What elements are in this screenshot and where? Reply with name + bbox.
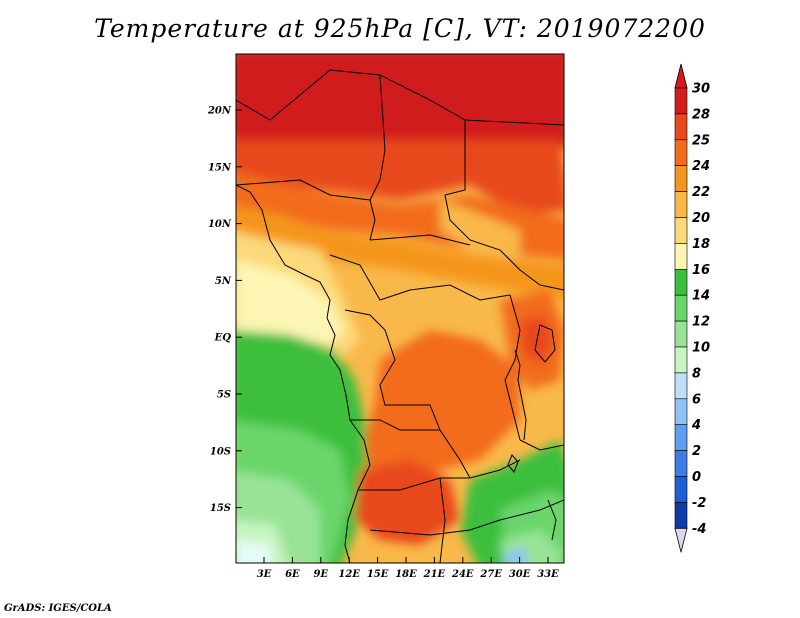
lon-label: 30E — [509, 569, 531, 580]
lon-label: 33E — [537, 569, 559, 580]
colorbar-segment — [674, 165, 688, 192]
lon-label: 3E — [257, 569, 272, 580]
colorbar-label: 20 — [692, 211, 710, 226]
colorbar-label: 22 — [692, 185, 710, 200]
colorbar-label: 24 — [692, 159, 710, 174]
colorbar-segment — [674, 320, 688, 348]
colorbar-segment — [674, 113, 688, 141]
colorbar-label: -4 — [692, 522, 706, 537]
lon-label: 21E — [423, 569, 446, 580]
colorbar-segment — [674, 502, 688, 529]
colorbar-segment — [674, 294, 688, 322]
lon-label: 9E — [314, 569, 329, 580]
lon-label: 12E — [338, 569, 360, 580]
lat-label: 10N — [208, 219, 232, 230]
lat-label: 15S — [210, 503, 231, 514]
colorbar-label: 14 — [692, 289, 710, 304]
lat-label: 20N — [207, 106, 232, 117]
colorbar-label: 28 — [692, 107, 710, 122]
colorbar-label: 18 — [692, 237, 710, 252]
lat-label: 5N — [215, 276, 232, 287]
colorbar-label: 4 — [691, 418, 701, 433]
lon-label: 24E — [451, 569, 474, 580]
colorbar-label: 16 — [692, 263, 710, 278]
colorbar-label: 2 — [692, 444, 701, 459]
lat-label: 5S — [217, 390, 231, 401]
colorbar-segment — [674, 268, 688, 296]
lon-label: 27E — [479, 569, 502, 580]
lon-label: 15E — [367, 569, 389, 580]
colorbar-segment — [674, 450, 688, 477]
colorbar-label: -2 — [692, 496, 706, 511]
colorbar-top-arrow — [674, 63, 688, 89]
colorbar-segment — [674, 191, 688, 218]
latitude-axis: 20N 15N 10N 5N EQ 5S 10S 15S — [207, 106, 242, 514]
colorbar-label: 8 — [692, 366, 701, 381]
map-frame — [235, 53, 565, 564]
colorbar-segment — [674, 346, 688, 374]
colorbar-segment — [674, 398, 688, 425]
colorbar-label: 25 — [692, 133, 710, 148]
colorbar-label: 6 — [692, 392, 701, 407]
colorbar-segment — [674, 372, 688, 400]
colorbar-segment — [674, 424, 688, 451]
lat-label: 15N — [208, 162, 232, 173]
colorbar-segment — [674, 139, 688, 167]
colorbar-bottom-arrow — [674, 527, 688, 553]
grads-credit: GrADS: IGES/COLA — [4, 603, 112, 614]
temperature-field — [236, 54, 564, 563]
lon-label: 6E — [285, 569, 300, 580]
map-title: Temperature at 925hPa [C], VT: 201907220… — [94, 14, 706, 43]
colorbar-segment — [674, 217, 688, 244]
colorbar-label: 12 — [692, 315, 710, 330]
country-borders — [236, 69, 564, 563]
lat-label: EQ — [214, 333, 232, 344]
longitude-axis: 3E 6E 9E 12E 15E 18E 21E 24E 27E 30E 33E — [257, 557, 559, 580]
colorbar-label: 0 — [692, 470, 701, 485]
lat-label: 10S — [210, 446, 231, 457]
colorbar-segment — [674, 243, 688, 270]
colorbar-segment — [674, 476, 688, 503]
colorbar-segment — [674, 87, 688, 115]
colorbar-label: 30 — [692, 82, 710, 97]
colorbar-label: 10 — [692, 341, 710, 356]
lon-label: 18E — [395, 569, 417, 580]
